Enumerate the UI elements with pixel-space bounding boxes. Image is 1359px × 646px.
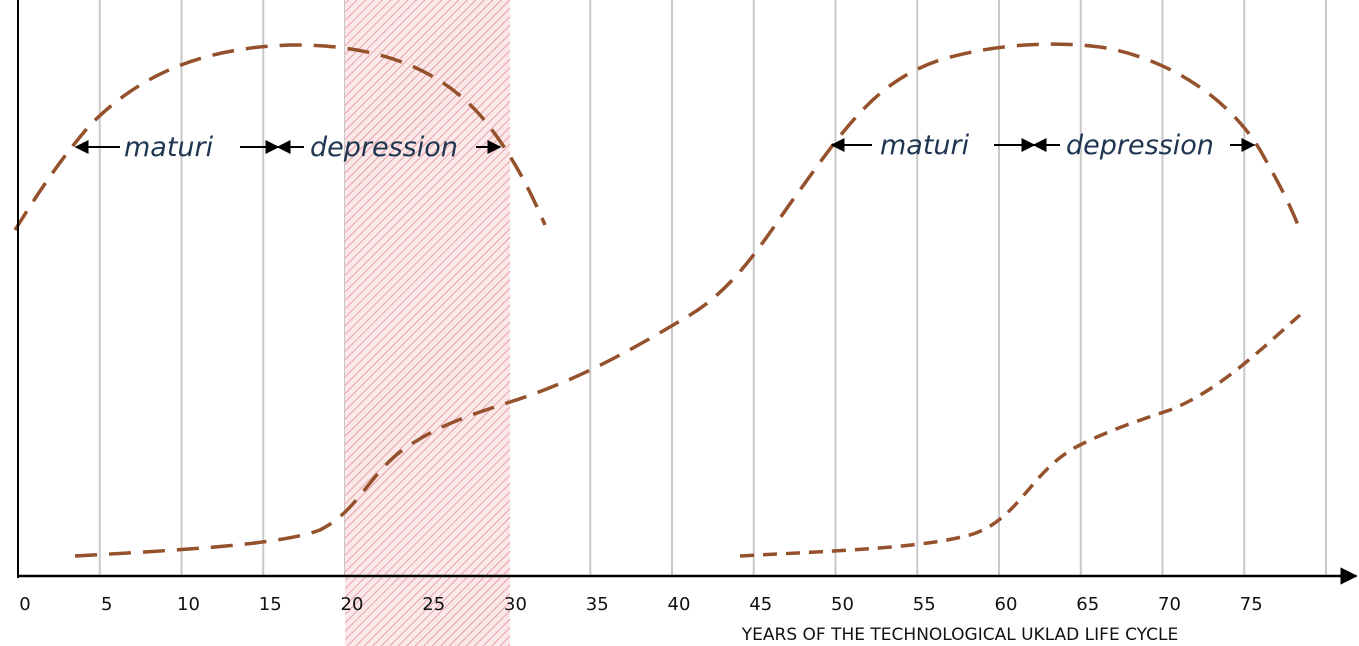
x-tick-label: 40 — [668, 594, 691, 615]
x-tick-label: 60 — [995, 594, 1018, 615]
phase-row: maturi depression maturi depression — [74, 130, 1256, 163]
x-tick-label: 50 — [831, 594, 854, 615]
x-tick-label: 45 — [749, 594, 772, 615]
x-tick-label: 5 — [101, 594, 112, 615]
x-tick-label: 75 — [1240, 594, 1263, 615]
crisis-zone — [345, 0, 510, 646]
curve-old-uklad — [13, 43, 547, 231]
x-tick-label: 65 — [1076, 594, 1099, 615]
phase-label: depression — [1066, 130, 1214, 161]
curve-next-uklad — [739, 313, 1302, 558]
x-tick-label: 70 — [1158, 594, 1181, 615]
phase-label: depression — [310, 132, 458, 163]
x-tick-label: 35 — [586, 594, 609, 615]
x-axis-label: YEARS OF THE TECHNOLOGICAL UKLAD LIFE CY… — [741, 625, 1178, 645]
x-tick-label: 20 — [341, 594, 364, 615]
x-tick-label: 30 — [504, 594, 527, 615]
x-tick-label: 15 — [259, 594, 282, 615]
grid — [98, 0, 1327, 576]
x-tick-label: 0 — [19, 594, 30, 615]
curve-new-uklad — [74, 42, 1300, 558]
x-tick-label: 10 — [177, 594, 200, 615]
x-tick-label: 25 — [422, 594, 445, 615]
x-tick-label: 55 — [913, 594, 936, 615]
phase-label: maturi — [880, 130, 970, 161]
phase-label: maturi — [124, 132, 214, 163]
